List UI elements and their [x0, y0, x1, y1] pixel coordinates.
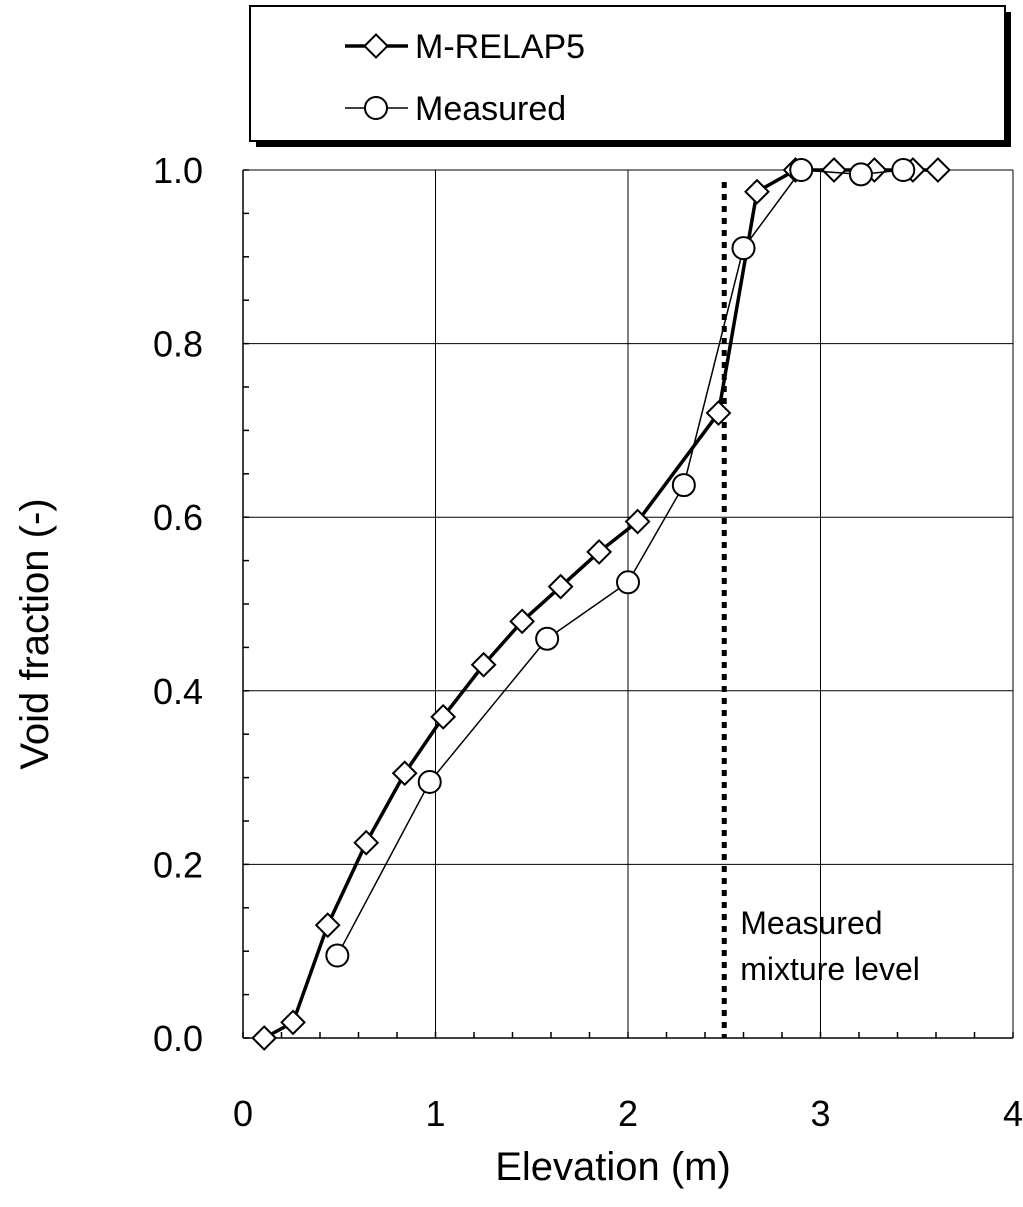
- diamond-point: [586, 539, 613, 565]
- x-tick-label: 4: [1003, 1093, 1023, 1134]
- circle-point: [848, 162, 873, 187]
- annotation: Measured mixture level: [721, 182, 920, 1038]
- plot-frame: [242, 169, 1014, 1039]
- diamond-point: [821, 157, 847, 183]
- diamond-point: [251, 1025, 278, 1051]
- series-m-relap5: [251, 157, 951, 1051]
- y-tick-label: 0.0: [153, 1018, 203, 1059]
- diamond-point: [547, 573, 574, 600]
- y-tick-label: 0.2: [153, 844, 203, 885]
- diamond-point: [509, 608, 536, 635]
- y-tick-label: 0.8: [153, 324, 203, 365]
- tick-labels: 0.0 0.2 0.4 0.6 0.8 1.0 0 1 2 3 4: [153, 150, 1023, 1134]
- diamond-point: [430, 703, 457, 730]
- series-measured: [325, 158, 916, 968]
- diamond-point: [705, 400, 732, 426]
- circle-point: [417, 769, 442, 794]
- diamond-point: [314, 912, 341, 939]
- y-tick-label: 0.6: [153, 497, 203, 538]
- series-line: [336, 169, 904, 956]
- circle-point: [535, 626, 560, 651]
- legend-diamond-marker: [363, 33, 389, 59]
- diamond-point: [744, 178, 770, 205]
- diamond-point: [470, 651, 497, 678]
- series: [251, 157, 951, 1051]
- legend: M-RELAP5 Measured: [249, 5, 1011, 147]
- diamond-point: [925, 157, 951, 183]
- circle-point: [616, 570, 640, 595]
- circle-point: [891, 158, 916, 182]
- y-tick-label: 0.4: [153, 671, 203, 712]
- y-axis-title: Void fraction (-): [13, 498, 57, 769]
- diamond-point: [280, 1009, 306, 1036]
- circle-point: [671, 473, 696, 498]
- diamond-point: [624, 508, 651, 535]
- circle-point: [789, 158, 814, 182]
- legend-entry-m-relap5: M-RELAP5: [345, 28, 585, 66]
- x-tick-label: 2: [618, 1093, 638, 1134]
- y-tick-label: 1.0: [153, 150, 203, 191]
- legend-entry-measured: Measured: [345, 90, 566, 128]
- circle-point: [731, 236, 756, 261]
- legend-circle-marker: [364, 96, 388, 120]
- diamond-point: [353, 829, 380, 856]
- x-tick-label: 3: [810, 1093, 830, 1134]
- legend-label-measured: Measured: [415, 90, 566, 128]
- x-tick-label: 0: [233, 1093, 253, 1134]
- annotation-label-line2: mixture level: [740, 951, 920, 987]
- circle-point: [325, 943, 350, 968]
- legend-box: [249, 5, 1006, 142]
- legend-label-m-relap5: M-RELAP5: [415, 28, 585, 66]
- x-axis-title: Elevation (m): [495, 1145, 731, 1189]
- x-tick-label: 1: [425, 1093, 445, 1134]
- annotation-label-line1: Measured: [740, 905, 882, 941]
- grid: [242, 169, 1014, 1039]
- diamond-point: [391, 760, 418, 787]
